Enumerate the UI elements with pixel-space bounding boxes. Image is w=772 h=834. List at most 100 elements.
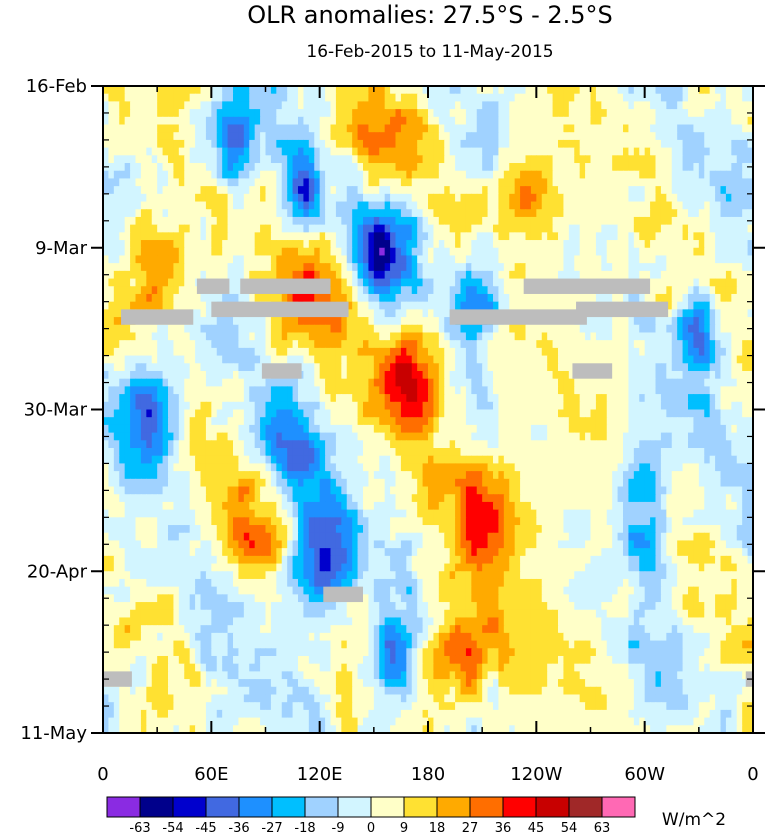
heatmap-cell: [287, 255, 294, 264]
heatmap-cell: [233, 163, 240, 172]
heatmap-cell: [747, 193, 754, 203]
heatmap-cell: [368, 394, 375, 403]
heatmap-cell: [184, 340, 191, 349]
heatmap-cell: [216, 263, 223, 272]
heatmap-cell: [487, 224, 494, 233]
heatmap-cell: [541, 116, 548, 126]
heatmap-cell: [238, 178, 245, 187]
heatmap-cell: [487, 147, 494, 156]
heatmap-cell: [585, 116, 592, 126]
heatmap-cell: [655, 178, 662, 187]
heatmap-cell: [411, 109, 418, 118]
heatmap-cell: [444, 363, 451, 372]
heatmap-cell: [168, 116, 175, 126]
heatmap-cell: [243, 186, 250, 195]
heatmap-cell: [606, 101, 613, 110]
heatmap-cell: [465, 386, 472, 395]
heatmap-cell: [227, 178, 234, 187]
heatmap-cell: [438, 201, 445, 210]
heatmap-cell: [698, 93, 705, 102]
heatmap-cell: [330, 163, 337, 172]
heatmap-cell: [503, 170, 510, 180]
heatmap-cell: [585, 247, 592, 257]
heatmap-cell: [281, 101, 288, 110]
heatmap-cell: [438, 247, 445, 257]
heatmap-cell: [308, 178, 315, 187]
heatmap-cell: [704, 116, 711, 126]
heatmap-cell: [363, 139, 370, 149]
heatmap-cell: [682, 309, 689, 318]
heatmap-cell: [536, 86, 543, 95]
heatmap-cell: [130, 163, 137, 172]
heatmap-cell: [346, 170, 353, 180]
heatmap-cell: [363, 293, 370, 303]
heatmap-cell: [715, 124, 722, 133]
heatmap-cell: [725, 178, 732, 187]
heatmap-cell: [671, 309, 678, 318]
heatmap-cell: [373, 286, 380, 295]
heatmap-cell: [644, 124, 651, 133]
heatmap-cell: [655, 324, 662, 334]
heatmap-cell: [650, 132, 657, 141]
heatmap-cell: [514, 332, 521, 341]
heatmap-cell: [119, 132, 126, 141]
heatmap-cell: [357, 193, 364, 203]
heatmap-cell: [238, 224, 245, 233]
heatmap-cell: [287, 332, 294, 341]
heatmap-cell: [146, 155, 153, 164]
heatmap-cell: [260, 240, 267, 249]
heatmap-cell: [211, 363, 218, 372]
heatmap-cell: [579, 378, 586, 387]
heatmap-cell: [352, 255, 359, 264]
heatmap-cell: [108, 216, 115, 226]
heatmap-cell: [292, 193, 299, 203]
heatmap-cell: [173, 340, 180, 349]
heatmap-cell: [298, 240, 305, 249]
heatmap-cell: [195, 224, 202, 233]
heatmap-cell: [390, 170, 397, 180]
heatmap-cell: [357, 340, 364, 349]
heatmap-cell: [731, 309, 738, 318]
heatmap-cell: [157, 216, 164, 226]
heatmap-cell: [140, 132, 147, 141]
heatmap-cell: [736, 209, 743, 218]
heatmap-cell: [552, 109, 559, 118]
heatmap-cell: [612, 240, 619, 249]
heatmap-cell: [157, 232, 164, 241]
heatmap-cell: [411, 309, 418, 318]
heatmap-cell: [335, 270, 342, 280]
heatmap-cell: [249, 139, 256, 149]
heatmap-cell: [368, 124, 375, 133]
heatmap-cell: [725, 386, 732, 395]
heatmap-cell: [314, 386, 321, 395]
heatmap-cell: [444, 263, 451, 272]
heatmap-cell: [742, 147, 749, 156]
heatmap-cell: [460, 201, 467, 210]
heatmap-cell: [731, 263, 738, 272]
heatmap-cell: [568, 209, 575, 218]
heatmap-cell: [639, 109, 646, 118]
heatmap-cell: [688, 201, 695, 210]
heatmap-cell: [503, 201, 510, 210]
heatmap-cell: [530, 386, 537, 395]
heatmap-cell: [379, 86, 386, 95]
heatmap-cell: [476, 132, 483, 141]
heatmap-cell: [243, 224, 250, 233]
heatmap-cell: [428, 386, 435, 395]
heatmap-cell: [363, 309, 370, 318]
heatmap-cell: [633, 139, 640, 149]
heatmap-cell: [606, 109, 613, 118]
heatmap-cell: [682, 216, 689, 226]
heatmap-cell: [433, 101, 440, 110]
heatmap-cell: [395, 240, 402, 249]
heatmap-cell: [704, 232, 711, 241]
heatmap-cell: [428, 101, 435, 110]
heatmap-cell: [205, 309, 212, 318]
heatmap-cell: [736, 132, 743, 141]
heatmap-cell: [140, 139, 147, 149]
heatmap-cell: [140, 170, 147, 180]
heatmap-cell: [346, 378, 353, 387]
heatmap-cell: [482, 301, 489, 310]
heatmap-cell: [400, 216, 407, 226]
heatmap-cell: [395, 186, 402, 195]
